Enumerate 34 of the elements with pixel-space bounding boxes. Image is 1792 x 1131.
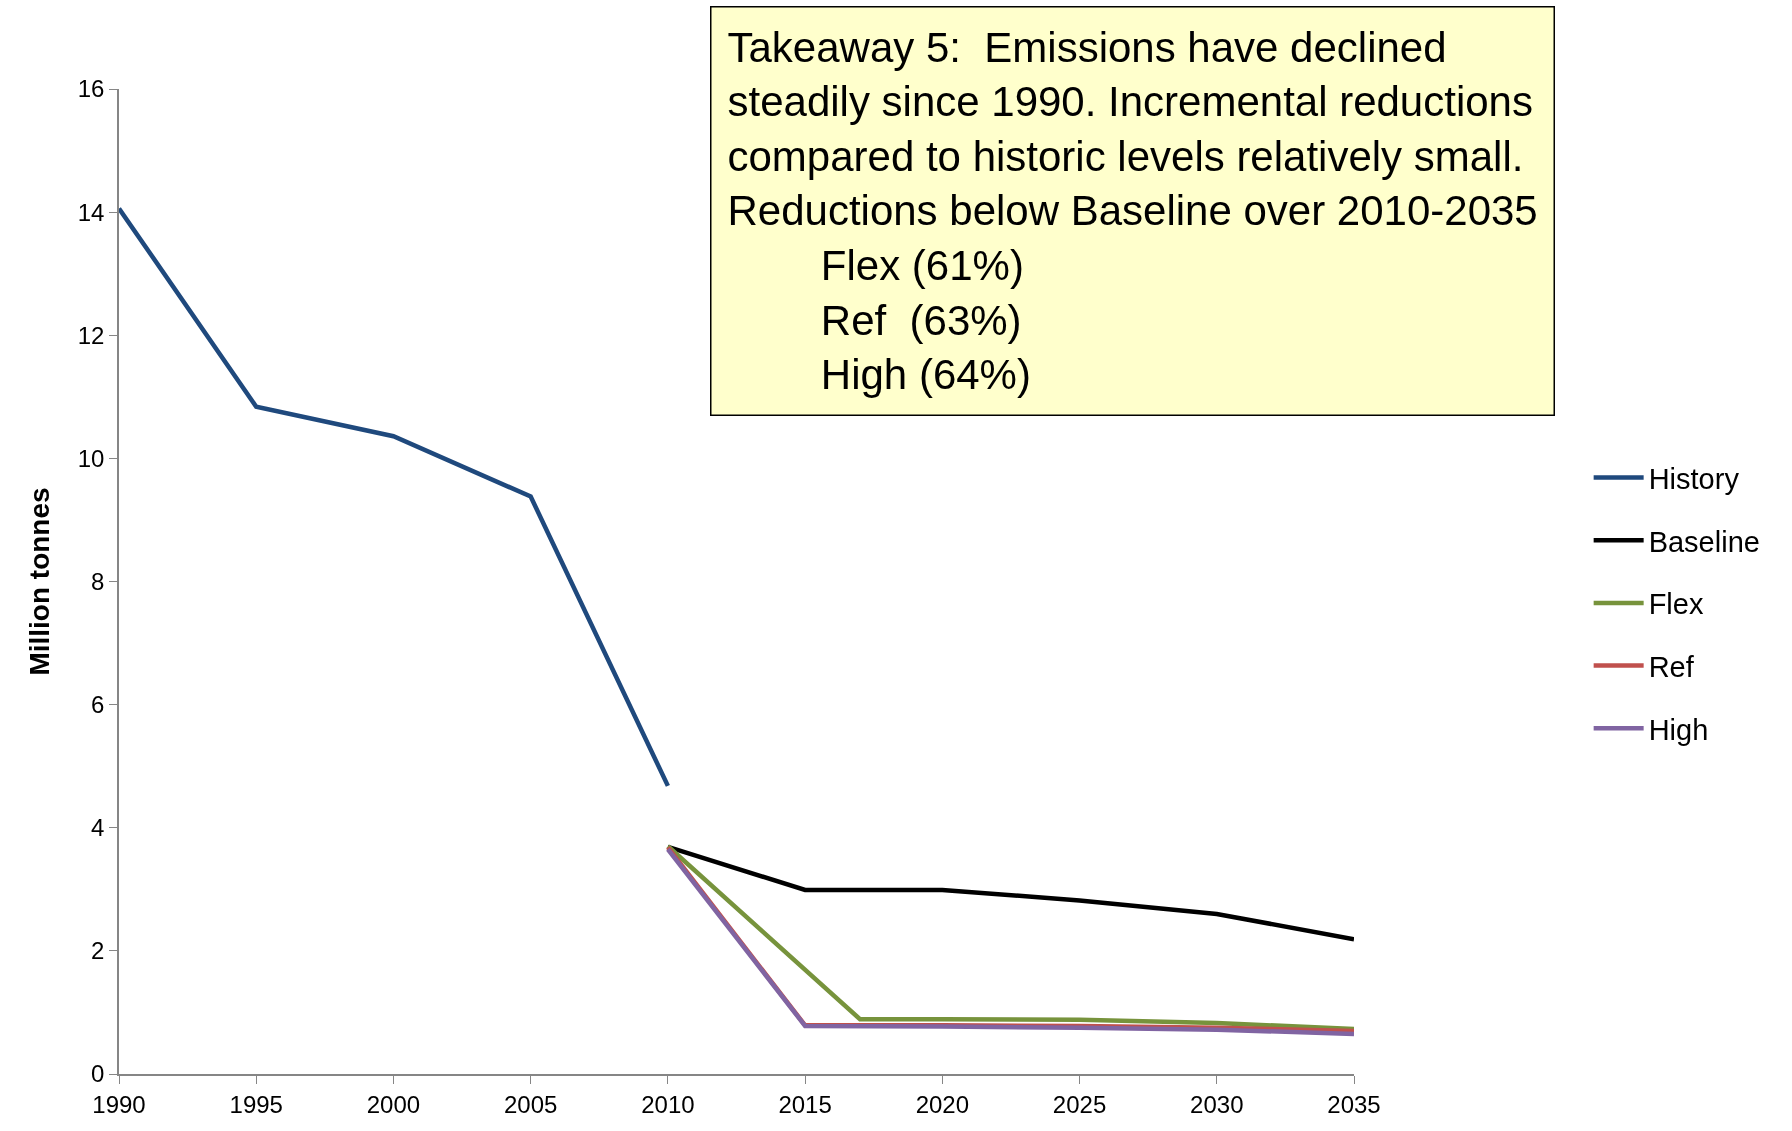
legend-label: History: [1648, 462, 1740, 495]
annotation: steadily since 1990. Incremental reductions: [727, 78, 1533, 126]
y-tick-label: 0: [91, 1060, 105, 1088]
x-tick-label: 2000: [366, 1090, 421, 1118]
annotation: Flex (61%): [727, 241, 1024, 289]
text: Takeaway 5: Emissions have declined: [727, 23, 1447, 71]
y-tick-label: 10: [77, 444, 105, 472]
x-tick-label: 2005: [503, 1090, 558, 1118]
y-tick-label: 4: [91, 814, 105, 842]
y-tick-label: 6: [91, 691, 105, 719]
x-tick-label: 2020: [915, 1090, 970, 1118]
annotation: Reductions below Baseline over 2010-2035: [727, 187, 1538, 235]
x-tick-label: 2035: [1327, 1090, 1381, 1118]
x-tick-label: 2010: [641, 1090, 695, 1118]
line-series: [665, 844, 1354, 942]
y-tick-label: 14: [77, 198, 105, 226]
legend-label: Flex: [1648, 588, 1704, 621]
x-tick-label: 1990: [92, 1090, 146, 1118]
legend-label: Ref: [1648, 650, 1695, 683]
x-tick-label: 1995: [229, 1090, 283, 1118]
legend-label: Baseline: [1648, 525, 1760, 558]
annotation: High (64%): [727, 351, 1031, 399]
line-series: [119, 206, 671, 789]
y-tick-label: 16: [77, 75, 105, 103]
legend-label: High: [1648, 713, 1709, 746]
y-axis-title: Million tonnes: [23, 487, 55, 676]
annotation: Ref (63%): [727, 296, 1022, 344]
x-tick-label: 2025: [1052, 1090, 1107, 1118]
x-tick-label: 2015: [778, 1090, 832, 1118]
x-tick-label: 2030: [1190, 1090, 1244, 1118]
y-tick-label: 12: [77, 321, 105, 349]
y-tick-label: 8: [91, 567, 105, 595]
annotation: compared to historic levels relatively small.: [727, 132, 1524, 180]
y-tick-label: 2: [91, 937, 105, 965]
